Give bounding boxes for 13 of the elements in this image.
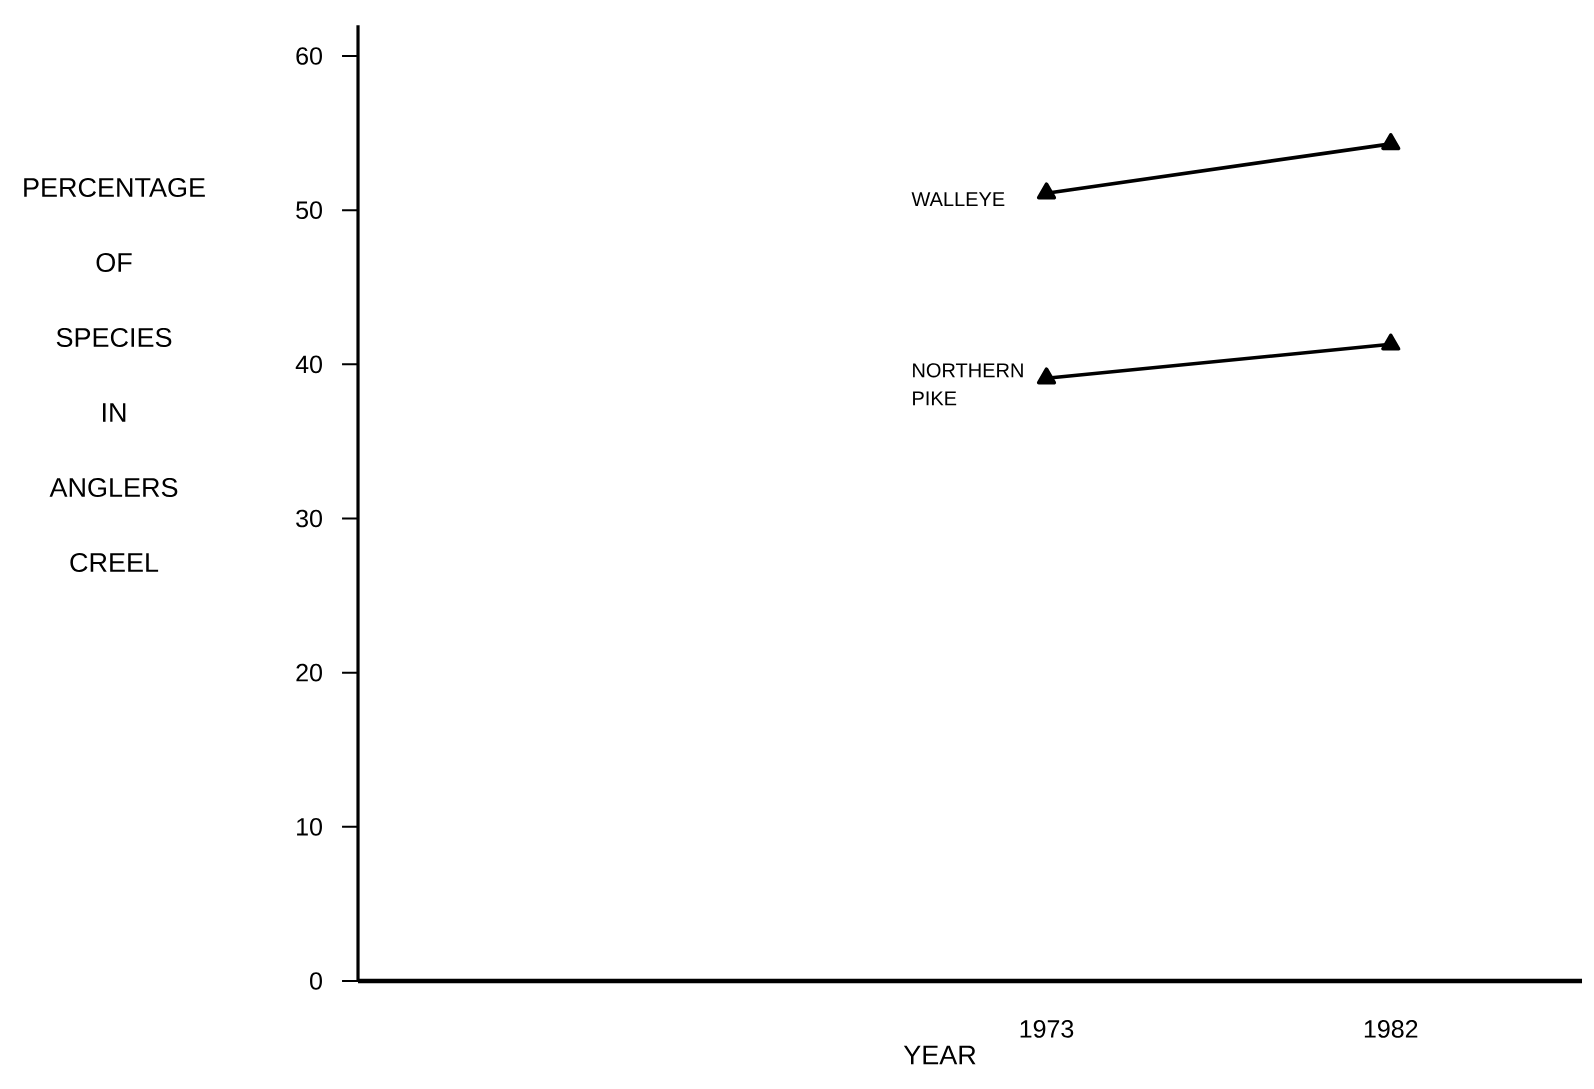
series-label: NORTHERN PIKE bbox=[913, 363, 1023, 406]
y-tick-label: 60 bbox=[296, 47, 322, 65]
x-tick-label: 1973 bbox=[1020, 1020, 1074, 1038]
y-tick-label: 10 bbox=[297, 818, 322, 836]
y-tick-label: 30 bbox=[296, 509, 322, 528]
y-tick-label: 50 bbox=[296, 201, 322, 220]
y-tick-label: 0 bbox=[310, 972, 322, 990]
series-label: WALLEYE bbox=[911, 192, 1005, 207]
x-axis-title: YEAR bbox=[903, 1045, 976, 1065]
x-tick-label: 1982 bbox=[1364, 1020, 1418, 1038]
y-tick-label: 40 bbox=[295, 355, 322, 374]
text: PERCENTAGE OF SPECIES IN ANGLERS CREEL bbox=[24, 177, 205, 573]
y-tick-label: 20 bbox=[296, 663, 322, 682]
